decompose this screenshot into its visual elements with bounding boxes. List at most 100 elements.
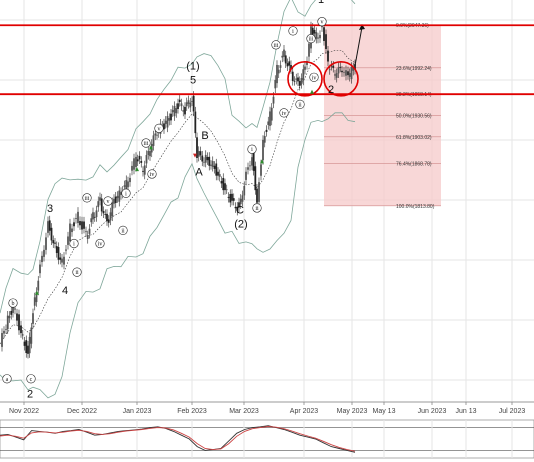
candle-body <box>325 34 327 50</box>
candle-body <box>341 70 343 73</box>
candle-body <box>20 325 22 334</box>
candle-body <box>277 69 280 74</box>
candle-body <box>83 221 85 229</box>
candle-body <box>291 71 294 81</box>
candle-body <box>274 79 277 89</box>
candle-body <box>93 216 96 218</box>
candle-body <box>61 258 63 263</box>
subwave-circle <box>295 99 305 109</box>
subwave-circle <box>141 138 151 148</box>
candle-body <box>111 202 114 217</box>
candle-body <box>234 206 237 209</box>
candle-body <box>222 177 225 191</box>
candle-body <box>352 67 355 71</box>
candle-body <box>33 297 36 306</box>
candle-body <box>95 210 98 218</box>
candle-body <box>343 71 345 73</box>
candle-body <box>211 161 214 167</box>
candle-body <box>12 307 14 313</box>
subwave-circle <box>147 169 157 179</box>
candle-body <box>295 78 298 80</box>
candle-body <box>143 165 146 175</box>
candle-body <box>43 249 45 257</box>
fib-level-label: 50.0%(1930.56) <box>396 114 432 120</box>
subwave-label: i <box>125 191 127 197</box>
candle-body <box>3 330 5 334</box>
candle-body <box>258 182 260 202</box>
candle-body <box>302 69 305 81</box>
x-tick-label: Jun 13 <box>455 408 476 415</box>
candle-body <box>178 99 181 103</box>
wave-label: 5 <box>190 74 196 86</box>
candle-body <box>319 35 321 39</box>
candle-body <box>304 66 306 70</box>
candle-body <box>100 198 103 212</box>
subwave-label: iv <box>98 242 103 248</box>
candle-body <box>79 221 81 226</box>
wave-labels: 234(1)5BAC(2)12abciiiiiiivviiiiiiivviiii… <box>2 0 334 400</box>
candle-body <box>145 155 148 164</box>
resistance-levels <box>0 24 534 97</box>
candle-body <box>156 134 158 136</box>
subwave-label: i <box>73 242 75 248</box>
subwave-label: iii <box>308 37 313 43</box>
candle-body <box>199 151 202 156</box>
x-tick-label: May 2023 <box>337 408 368 415</box>
candle-body <box>330 65 333 67</box>
forecast-arrow-line <box>354 26 363 66</box>
subwave-label: ii <box>298 102 302 108</box>
subwave-label: v <box>107 199 110 205</box>
subwave-circle <box>118 225 128 235</box>
subwave-circle <box>72 267 82 277</box>
candle-body <box>225 189 228 191</box>
candle-body <box>231 193 233 201</box>
candle-body <box>125 180 128 191</box>
candle-body <box>256 188 258 203</box>
candle-body <box>208 156 211 166</box>
candle-body <box>50 227 53 241</box>
candle-body <box>354 64 356 70</box>
candle-body <box>77 211 79 224</box>
candle-body <box>279 65 282 68</box>
subwave-label: iii <box>84 196 89 202</box>
candle-body <box>1 333 3 347</box>
candle-body <box>85 231 87 233</box>
candle-body <box>284 55 287 64</box>
candle-body <box>163 123 165 130</box>
candle-body <box>168 118 171 121</box>
candle-body <box>254 166 257 191</box>
candle-body <box>69 223 71 242</box>
candle-body <box>16 313 18 321</box>
candle-body <box>262 139 264 161</box>
subwave-circle <box>8 298 18 308</box>
bollinger-lower <box>0 112 356 399</box>
grid <box>0 0 534 403</box>
fib-level-label: 100.0%(1813.80) <box>396 204 435 210</box>
candle-body <box>28 336 31 354</box>
highlight-circle <box>323 61 359 97</box>
candle-body <box>41 255 43 263</box>
candle-body <box>196 137 198 158</box>
candle-body <box>86 235 89 239</box>
candle-body <box>5 329 7 330</box>
wave-label: C <box>236 204 244 216</box>
subwave-label: v <box>321 20 324 26</box>
candle-body <box>300 78 303 84</box>
candle-body <box>252 152 255 171</box>
x-tick-label: Mar 2023 <box>229 408 259 415</box>
candle-body <box>164 120 167 124</box>
candle-body <box>133 158 135 170</box>
candle-body <box>269 111 271 126</box>
candle-body <box>142 170 144 172</box>
candle-body <box>297 77 299 82</box>
candle-body <box>323 27 325 41</box>
candle-body <box>197 150 200 157</box>
candle-body <box>249 165 251 167</box>
candle-body <box>63 256 65 265</box>
fib-zone: 0.0%(2047.36) 23.6%(1992.24) 38.2%(1958.14… <box>324 23 441 210</box>
candle-body <box>241 195 244 202</box>
wave-label: 1 <box>318 0 324 6</box>
subwave-label: i <box>292 29 294 35</box>
candle-body <box>88 228 91 234</box>
